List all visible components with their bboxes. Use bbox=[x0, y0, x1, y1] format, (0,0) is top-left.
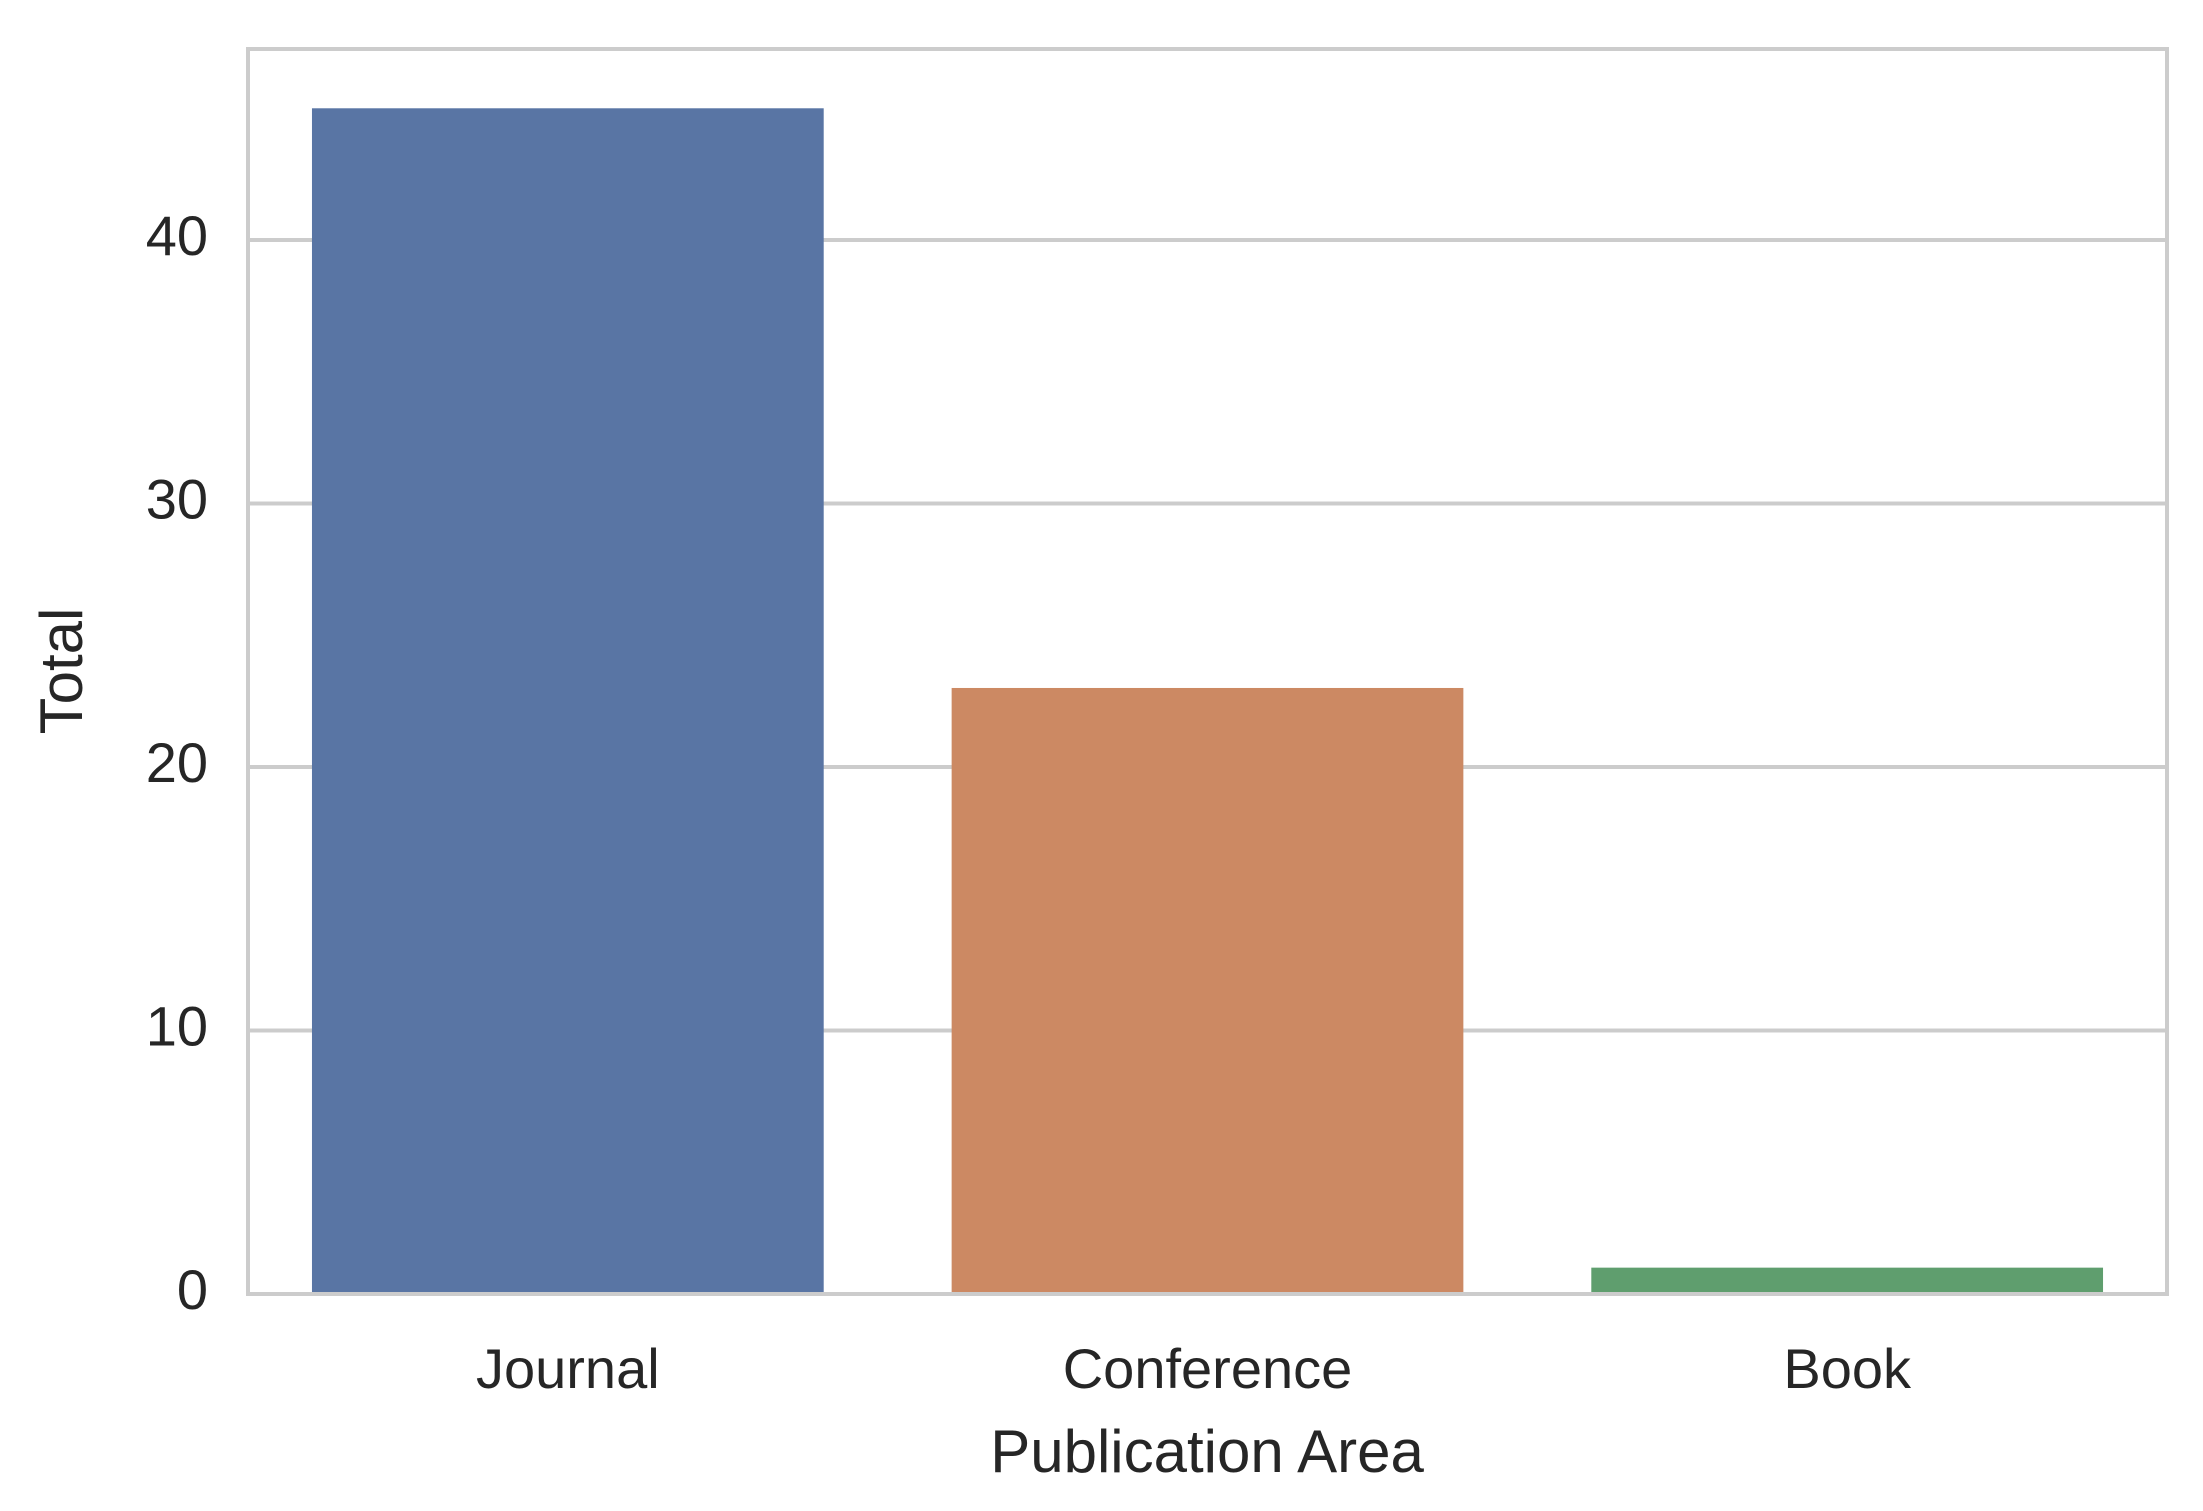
y-tick-label: 20 bbox=[146, 731, 208, 794]
x-tick-label: Journal bbox=[476, 1337, 660, 1400]
y-tick-label: 40 bbox=[146, 204, 208, 267]
bar bbox=[311, 108, 824, 1294]
x-axis-label: Publication Area bbox=[990, 1418, 1424, 1485]
bar bbox=[1591, 1267, 2104, 1294]
bar bbox=[951, 687, 1464, 1294]
y-axis-label: Total bbox=[28, 608, 95, 735]
y-tick-label: 10 bbox=[146, 994, 208, 1057]
x-tick-label: Book bbox=[1783, 1337, 1912, 1400]
x-tick-label: Conference bbox=[1063, 1337, 1353, 1400]
y-tick-label: 30 bbox=[146, 467, 208, 530]
y-tick-label: 0 bbox=[177, 1258, 208, 1321]
plot-frame bbox=[246, 47, 2169, 1296]
